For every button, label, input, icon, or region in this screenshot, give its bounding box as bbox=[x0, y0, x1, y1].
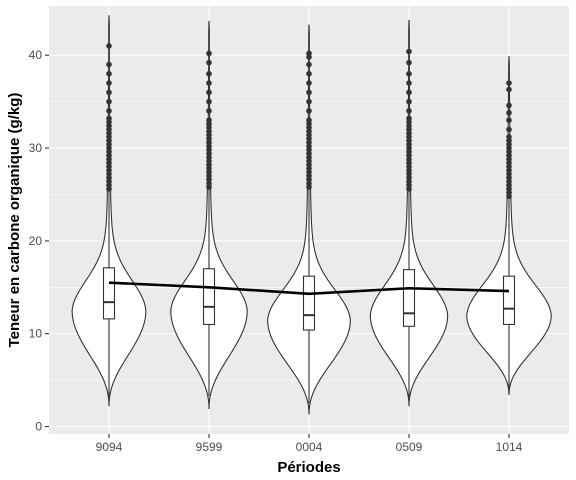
outlier-point-0509 bbox=[406, 115, 412, 122]
outlier-point-1014 bbox=[506, 86, 512, 93]
outlier-point-9094 bbox=[106, 43, 112, 49]
outlier-point-0004 bbox=[306, 61, 312, 68]
outlier-point-9599 bbox=[206, 108, 212, 114]
y-tick-label: 30 bbox=[29, 141, 43, 155]
box-0509 bbox=[402, 269, 416, 327]
x-axis-title: Périodes bbox=[277, 459, 340, 476]
outliers-layer bbox=[106, 43, 512, 200]
outlier-point-0004 bbox=[306, 70, 312, 77]
outlier-point-1014 bbox=[506, 109, 512, 116]
outlier-point-0509 bbox=[406, 98, 412, 105]
box-9094 bbox=[102, 267, 116, 320]
outlier-point-9599 bbox=[206, 50, 212, 57]
x-tick-label: 0004 bbox=[296, 440, 323, 454]
outlier-point-9599 bbox=[206, 98, 212, 105]
box-1014 bbox=[502, 275, 516, 325]
trend-line bbox=[108, 281, 510, 296]
outlier-point-9094 bbox=[106, 80, 112, 86]
boxplots-layer bbox=[102, 188, 516, 404]
x-tick-label: 0509 bbox=[396, 440, 423, 454]
x-tick-label: 1014 bbox=[496, 440, 523, 454]
outlier-point-0004 bbox=[306, 80, 312, 86]
y-tick-label: 0 bbox=[35, 420, 42, 434]
outlier-point-0004 bbox=[306, 89, 312, 96]
y-tick-label: 10 bbox=[29, 327, 43, 341]
outlier-point-0004 bbox=[306, 50, 312, 57]
box-9599 bbox=[202, 268, 216, 325]
outlier-point-1014 bbox=[506, 102, 512, 109]
outlier-point-9599 bbox=[206, 80, 212, 86]
outlier-point-1014 bbox=[506, 126, 512, 133]
outlier-point-9094 bbox=[106, 108, 112, 114]
outlier-point-9599 bbox=[206, 117, 212, 123]
outlier-point-0509 bbox=[406, 48, 412, 55]
y-axis-title: Teneur en carbone organique (g/kg) bbox=[6, 93, 23, 348]
x-tick-label: 9094 bbox=[96, 440, 123, 454]
outlier-point-0509 bbox=[406, 89, 412, 96]
outlier-point-9599 bbox=[206, 59, 212, 66]
outlier-point-1014 bbox=[506, 134, 512, 140]
outlier-point-0509 bbox=[406, 59, 412, 66]
outlier-point-9094 bbox=[106, 115, 112, 122]
outlier-point-1014 bbox=[506, 80, 512, 86]
outlier-point-0509 bbox=[406, 108, 412, 114]
outlier-point-9094 bbox=[106, 70, 112, 77]
outlier-point-9094 bbox=[106, 61, 112, 68]
y-tick-label: 40 bbox=[29, 48, 43, 62]
trend-layer bbox=[108, 281, 510, 296]
x-tick-label: 9599 bbox=[196, 440, 223, 454]
y-axis: 0 10 20 30 40 bbox=[29, 48, 49, 434]
outlier-point-9094 bbox=[106, 98, 112, 105]
outlier-point-0509 bbox=[406, 70, 412, 77]
outlier-point-1014 bbox=[506, 117, 512, 123]
y-tick-label: 20 bbox=[29, 234, 43, 248]
outlier-point-9599 bbox=[206, 89, 212, 96]
box-0004 bbox=[302, 275, 316, 331]
outlier-point-0004 bbox=[306, 98, 312, 105]
outlier-point-9599 bbox=[206, 70, 212, 77]
outlier-point-0004 bbox=[306, 108, 312, 114]
outlier-point-0004 bbox=[306, 117, 312, 123]
x-axis: 9094 9599 0004 0509 1014 bbox=[96, 434, 523, 454]
outlier-point-0509 bbox=[406, 80, 412, 86]
outlier-point-9094 bbox=[106, 89, 112, 96]
